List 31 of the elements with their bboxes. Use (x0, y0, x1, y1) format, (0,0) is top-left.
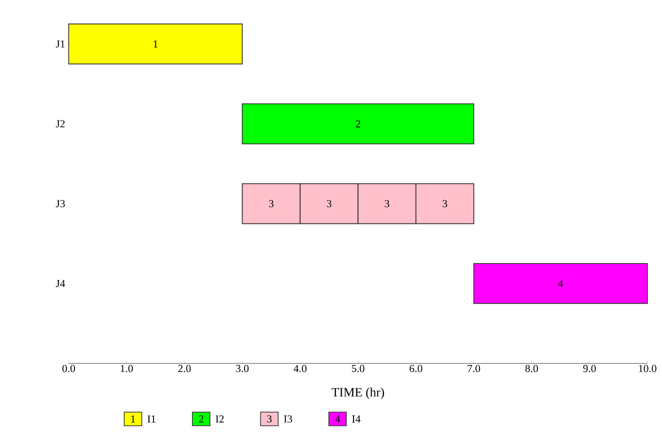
y-tick-label: J2 (56, 120, 65, 128)
annotation: 3 (384, 200, 390, 208)
x-tick-label: 8.0 (525, 365, 538, 372)
x-tick-label: 3.0 (236, 365, 249, 372)
legend-label: I2 (216, 416, 224, 423)
annotation: 3 (326, 200, 332, 208)
legend-label: I3 (284, 416, 292, 423)
x-tick-label: 7.0 (468, 365, 480, 372)
annotation: 2 (356, 120, 360, 128)
legend-label: I1 (148, 416, 156, 423)
text: 1 (131, 416, 136, 423)
annotation: 3 (269, 200, 274, 208)
x-tick-label: 5.0 (352, 365, 364, 372)
x-tick-label: 1.0 (120, 365, 133, 372)
x-tick-label: 10.0 (638, 365, 656, 372)
annotation: 3 (442, 200, 448, 208)
y-tick-label: J4 (56, 280, 66, 288)
annotation: 1 (154, 40, 158, 48)
text: 4 (335, 416, 340, 423)
text: 2 (198, 416, 204, 423)
x-tick-label: 2.0 (178, 365, 191, 372)
x-tick-label: 6.0 (410, 365, 422, 372)
x-axis-title: TIME (hr) (332, 388, 384, 400)
y-tick-label: J1 (56, 40, 65, 48)
x-tick-label: 9.0 (583, 365, 596, 372)
text: 3 (267, 416, 272, 423)
annotation: 4 (558, 280, 564, 288)
legend-label: I4 (352, 416, 361, 423)
y-tick-label: J3 (56, 200, 65, 208)
x-tick-label: 0.0 (62, 365, 75, 372)
x-tick-label: 4.0 (294, 365, 306, 372)
